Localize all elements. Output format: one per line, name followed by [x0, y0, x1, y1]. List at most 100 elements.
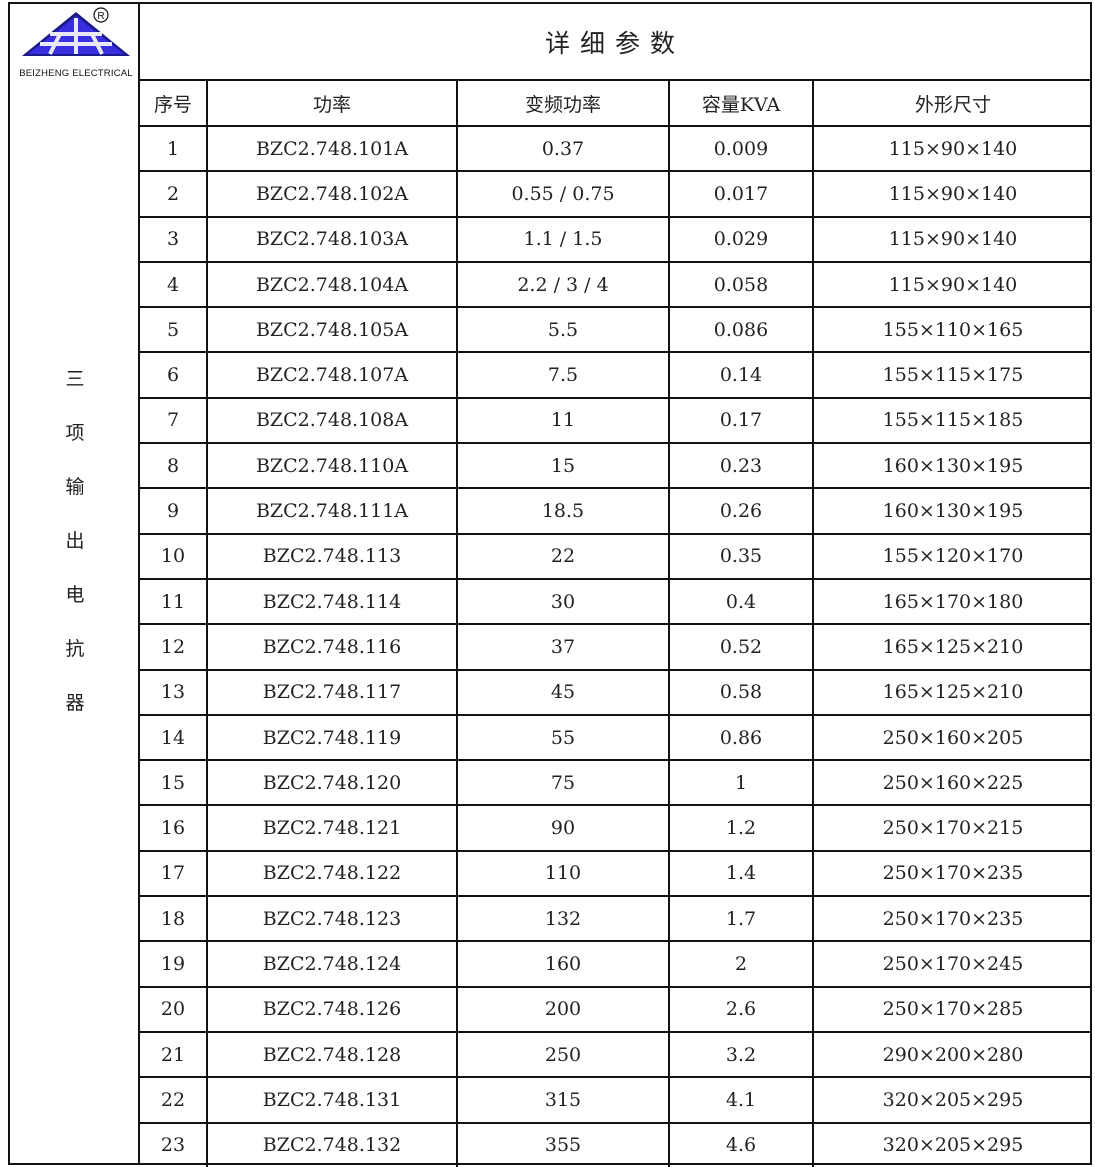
cell-dimensions: 115×90×140 [812, 215, 1092, 263]
cell-capacity: 0.14 [668, 351, 814, 399]
cell-index: 14 [140, 713, 208, 762]
cell-dimensions: 320×205×295 [812, 1076, 1092, 1124]
table-row: 23 BZC2.748.132 355 4.6 320×205×295 [140, 1121, 1092, 1167]
cell-model: BZC2.748.107A [206, 351, 458, 399]
cell-index: 7 [140, 396, 208, 445]
header-model: 功率 [206, 79, 458, 127]
cell-dimensions: 155×110×165 [812, 306, 1092, 354]
cell-dimensions: 165×125×210 [812, 668, 1092, 716]
table-row: 7 BZC2.748.108A 11 0.17 155×115×185 [140, 396, 1092, 445]
company-logo: R BEIZHENG ELECTRICAL [10, 4, 140, 80]
cell-index: 1 [140, 124, 208, 173]
cell-index: 22 [140, 1076, 208, 1124]
cell-vf-power: 45 [456, 668, 670, 716]
cell-vf-power: 0.55 / 0.75 [456, 170, 670, 218]
header-dimensions: 外形尺寸 [812, 79, 1092, 127]
cell-dimensions: 115×90×140 [812, 124, 1092, 173]
cell-vf-power: 90 [456, 804, 670, 852]
cell-capacity: 0.26 [668, 487, 814, 535]
cell-dimensions: 290×200×280 [812, 1030, 1092, 1079]
table-row: 5 BZC2.748.105A 5.5 0.086 155×110×165 [140, 306, 1092, 354]
cell-vf-power: 1.1 / 1.5 [456, 215, 670, 263]
cell-vf-power: 250 [456, 1030, 670, 1079]
cell-model: BZC2.748.108A [206, 396, 458, 445]
table-row: 16 BZC2.748.121 90 1.2 250×170×215 [140, 804, 1092, 852]
cell-model: BZC2.748.131 [206, 1076, 458, 1124]
table-row: 17 BZC2.748.122 110 1.4 250×170×235 [140, 849, 1092, 898]
cell-vf-power: 160 [456, 940, 670, 988]
header-capacity: 容量KVA [668, 79, 814, 127]
table-row: 9 BZC2.748.111A 18.5 0.26 160×130×195 [140, 487, 1092, 535]
cell-index: 3 [140, 215, 208, 263]
cell-dimensions: 160×130×195 [812, 442, 1092, 490]
cell-vf-power: 18.5 [456, 487, 670, 535]
cell-capacity: 4.1 [668, 1076, 814, 1124]
cell-model: BZC2.748.111A [206, 487, 458, 535]
cell-index: 12 [140, 623, 208, 671]
table-row: 1 BZC2.748.101A 0.37 0.009 115×90×140 [140, 124, 1092, 173]
cell-vf-power: 37 [456, 623, 670, 671]
header-index: 序号 [140, 79, 208, 127]
cell-model: BZC2.748.132 [206, 1121, 458, 1167]
cell-vf-power: 200 [456, 985, 670, 1033]
table-row: 22 BZC2.748.131 315 4.1 320×205×295 [140, 1076, 1092, 1124]
cell-capacity: 0.17 [668, 396, 814, 445]
cell-index: 17 [140, 849, 208, 898]
cell-capacity: 0.086 [668, 306, 814, 354]
table-row: 15 BZC2.748.120 75 1 250×160×225 [140, 759, 1092, 807]
cell-model: BZC2.748.122 [206, 849, 458, 898]
cell-capacity: 0.058 [668, 260, 814, 309]
cell-dimensions: 250×170×285 [812, 985, 1092, 1033]
table-row: 18 BZC2.748.123 132 1.7 250×170×235 [140, 895, 1092, 943]
cell-index: 19 [140, 940, 208, 988]
table-row: 2 BZC2.748.102A 0.55 / 0.75 0.017 115×90×140 [140, 170, 1092, 218]
header-vf-power: 变频功率 [456, 79, 670, 127]
cell-model: BZC2.748.103A [206, 215, 458, 263]
cell-model: BZC2.748.110A [206, 442, 458, 490]
table-row: 20 BZC2.748.126 200 2.6 250×170×285 [140, 985, 1092, 1033]
cell-capacity: 3.2 [668, 1030, 814, 1079]
logo-brand-text: BEIZHENG ELECTRICAL [19, 68, 133, 79]
cell-capacity: 0.52 [668, 623, 814, 671]
cell-index: 10 [140, 532, 208, 580]
table-row: 3 BZC2.748.103A 1.1 / 1.5 0.029 115×90×140 [140, 215, 1092, 263]
cell-dimensions: 160×130×195 [812, 487, 1092, 535]
svg-text:R: R [97, 11, 104, 22]
cell-vf-power: 0.37 [456, 124, 670, 173]
cell-dimensions: 165×170×180 [812, 577, 1092, 626]
cell-dimensions: 165×125×210 [812, 623, 1092, 671]
cell-capacity: 0.86 [668, 713, 814, 762]
spec-sheet: R BEIZHENG ELECTRICAL 三 项 输 出 电 抗 器 详细参数… [8, 2, 1092, 1167]
cell-vf-power: 15 [456, 442, 670, 490]
cell-capacity: 4.6 [668, 1121, 814, 1167]
table-row: 8 BZC2.748.110A 15 0.23 160×130×195 [140, 442, 1092, 490]
cell-capacity: 0.23 [668, 442, 814, 490]
cell-index: 2 [140, 170, 208, 218]
product-category-label: 三 项 输 出 电 抗 器 [10, 364, 140, 742]
table-row: 19 BZC2.748.124 160 2 250×170×245 [140, 940, 1092, 988]
table-row: 21 BZC2.748.128 250 3.2 290×200×280 [140, 1030, 1092, 1079]
cell-vf-power: 5.5 [456, 306, 670, 354]
table-row: 6 BZC2.748.107A 7.5 0.14 155×115×175 [140, 351, 1092, 399]
spec-table: 序号 功率 变频功率 容量KVA 外形尺寸 1 BZC2.748.101A 0.37… [140, 79, 1092, 1167]
cell-model: BZC2.748.105A [206, 306, 458, 354]
cell-capacity: 0.029 [668, 215, 814, 263]
side-char: 三 [65, 368, 85, 390]
cell-dimensions: 250×160×225 [812, 759, 1092, 807]
cell-capacity: 1.4 [668, 849, 814, 898]
table-row: 13 BZC2.748.117 45 0.58 165×125×210 [140, 668, 1092, 716]
cell-index: 9 [140, 487, 208, 535]
cell-index: 18 [140, 895, 208, 943]
cell-index: 4 [140, 260, 208, 309]
cell-capacity: 0.009 [668, 124, 814, 173]
cell-capacity: 0.58 [668, 668, 814, 716]
cell-model: BZC2.748.102A [206, 170, 458, 218]
cell-vf-power: 132 [456, 895, 670, 943]
cell-index: 6 [140, 351, 208, 399]
cell-dimensions: 250×170×245 [812, 940, 1092, 988]
cell-dimensions: 155×115×185 [812, 396, 1092, 445]
cell-capacity: 0.35 [668, 532, 814, 580]
table-row: 12 BZC2.748.116 37 0.52 165×125×210 [140, 623, 1092, 671]
cell-dimensions: 155×120×170 [812, 532, 1092, 580]
cell-dimensions: 115×90×140 [812, 260, 1092, 309]
